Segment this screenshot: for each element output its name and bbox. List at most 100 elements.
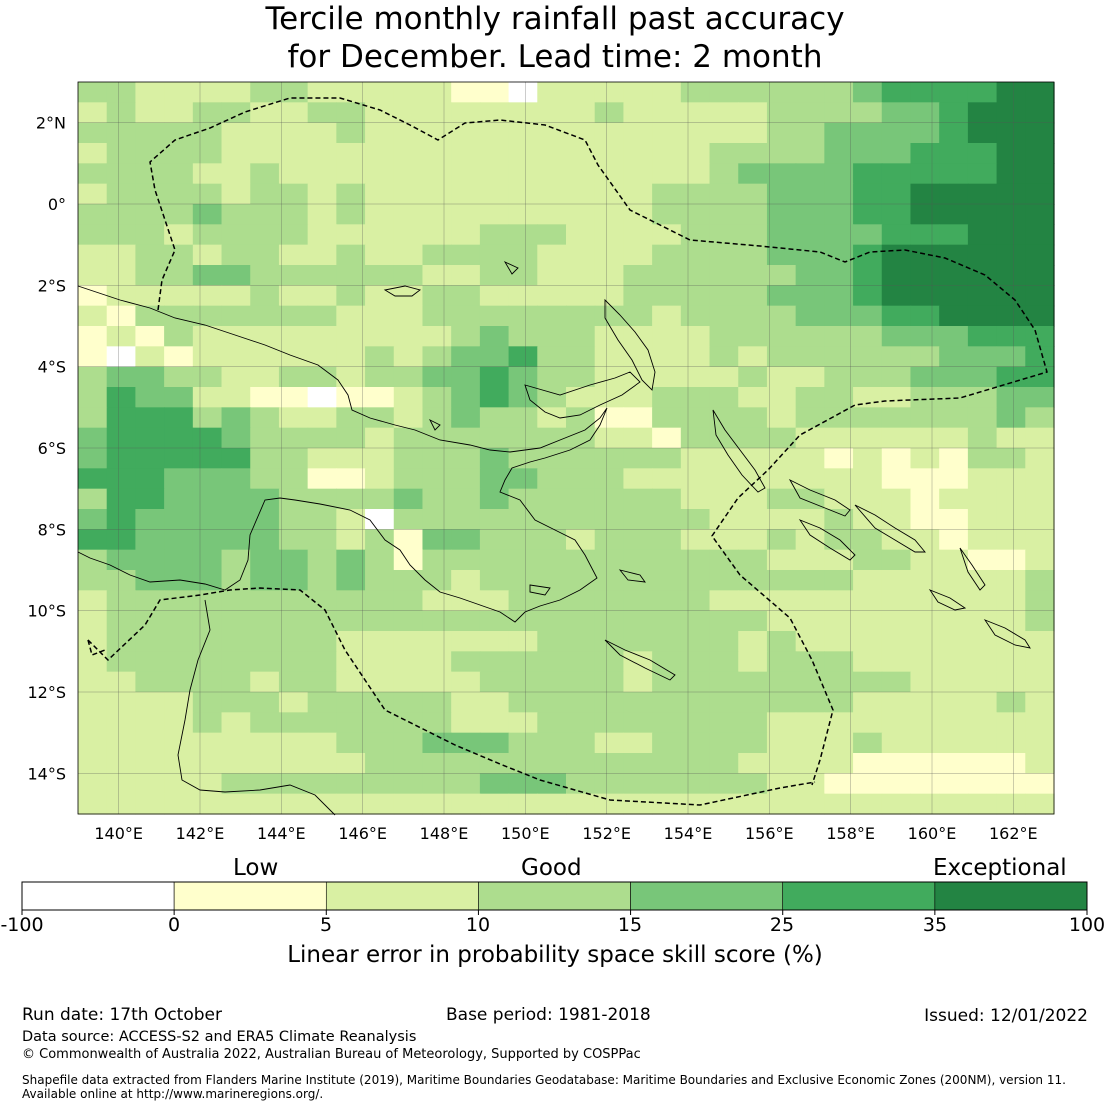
grid-cell [996,448,1026,469]
grid-cell [939,732,969,754]
grid-cell [939,488,969,510]
grid-cell [795,143,825,164]
grid-cell [537,244,567,266]
colorbar-tick-label: 10 [465,914,491,936]
grid-cell [336,102,366,124]
grid-cell [967,183,998,205]
grid-cell [881,366,912,388]
grid-cell [479,285,510,307]
grid-cell [594,773,625,795]
grid-cell [479,570,510,591]
grid-cell [221,631,251,652]
copyright: © Commonwealth of Australia 2022, Austra… [22,1047,641,1062]
grid-cell [1025,793,1055,815]
grid-cell [508,224,538,246]
grid-cell [365,509,395,530]
grid-cell [738,143,768,164]
grid-cell [336,143,366,164]
grid-cell [738,488,768,510]
grid-cell [853,224,883,246]
grid-cell [537,265,567,286]
grid-cell [853,183,883,205]
grid-cell [250,224,280,246]
grid-cell [221,753,251,774]
grid-cell [623,265,653,286]
grid-cell [164,305,194,327]
grid-cell [307,305,337,327]
grid-cell [221,610,251,632]
grid-cell [393,671,424,693]
grid-cell [106,224,137,246]
grid-cell [221,163,251,185]
grid-cell [853,244,883,266]
grid-cell [336,651,366,673]
grid-cell [652,753,682,774]
grid-cell [336,671,366,693]
grid-cell [164,244,194,266]
grid-cell [738,448,768,469]
grid-cell [78,244,108,266]
grid-cell [336,285,366,307]
grid-cell [278,224,309,246]
grid-cell [221,448,251,469]
grid-cell [106,732,137,754]
grid-cell [336,732,366,754]
grid-cell [939,468,969,490]
eez-boundaries [87,97,1048,806]
grid-cell [422,509,452,530]
grid-cell [594,346,625,368]
grid-cell [479,468,510,490]
grid-cell [221,773,251,795]
grid-cell [221,509,251,530]
grid-cell [910,610,940,632]
grid-cell [1025,265,1055,286]
grid-cell [164,793,194,815]
grid-cell [307,671,337,693]
grid-cell [250,610,280,632]
grid-cell [307,82,337,103]
grid-cell [393,265,424,286]
grid-cell [422,265,452,286]
grid-cell [881,305,912,327]
grid-cell [365,346,395,368]
grid-cell [393,732,424,754]
grid-cell [393,244,424,266]
grid-cell [594,468,625,490]
grid-cell [766,793,797,815]
grid-cell [709,183,739,205]
grid-cell [250,692,280,713]
grid-cell [1025,712,1055,734]
grid-cell [939,366,969,388]
grid-cell [594,387,625,408]
grid-cell [78,82,108,103]
grid-cell [824,468,854,490]
grid-cell [594,305,625,327]
grid-cell [508,82,538,103]
grid-cell [336,346,366,368]
grid-cell [738,183,768,205]
grid-cell [106,285,137,307]
grid-cell [766,82,797,103]
grid-cell [939,346,969,368]
colorbar-segment [173,881,327,911]
grid-cell [939,427,969,449]
grid-cell [422,793,452,815]
grid-cell [939,102,969,124]
grid-cell [623,122,653,144]
grid-cell [939,326,969,347]
grid-cell [594,82,625,103]
grid-cell [508,732,538,754]
grid-cell [164,488,194,510]
grid-cell [508,692,538,713]
grid-cell [766,163,797,185]
grid-cell [106,488,137,510]
grid-cell [623,509,653,530]
grid-cell [451,448,481,469]
grid-cell [795,651,825,673]
colorbar-tick-label: 25 [769,914,795,936]
grid-cell [422,590,452,612]
grid-cell [766,427,797,449]
grid-cell [623,671,653,693]
skill-grid [78,82,1055,815]
grid-cell [307,143,337,164]
